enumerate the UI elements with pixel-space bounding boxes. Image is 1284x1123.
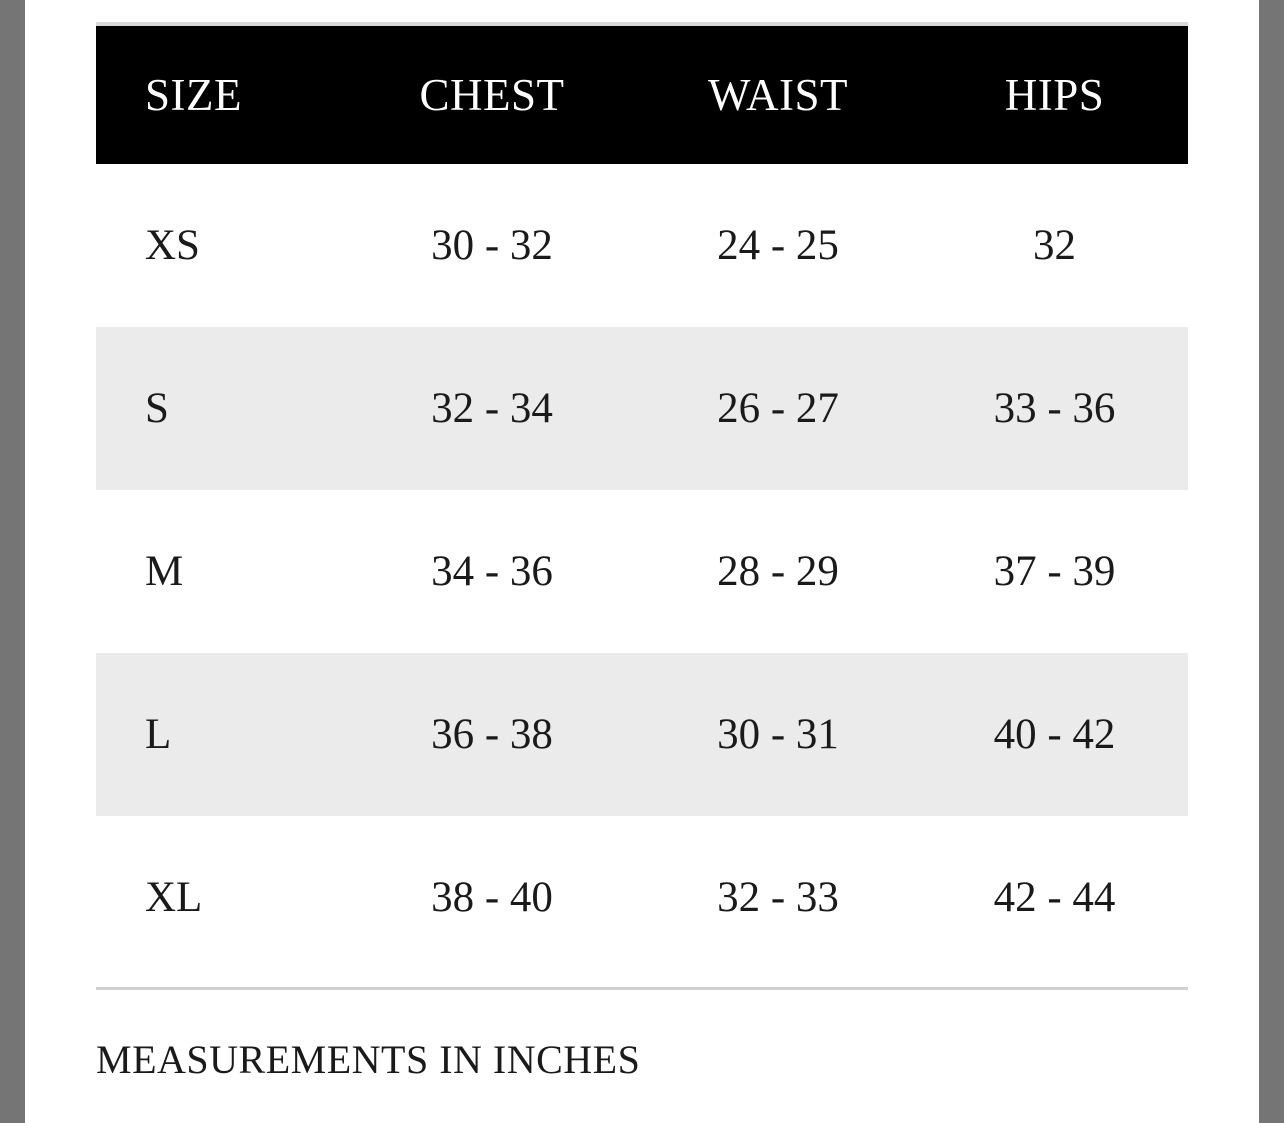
cell-hips: 32	[1033, 222, 1076, 269]
cell-size: XL	[145, 874, 203, 921]
column-header-hips: HIPS	[1004, 69, 1105, 120]
column-header-chest: CHEST	[419, 69, 565, 120]
cell-waist: 32 - 33	[717, 874, 839, 921]
cell-waist: 26 - 27	[717, 385, 839, 432]
table-row: M 34 - 36 28 - 29 37 - 39	[96, 490, 1188, 653]
cell-hips: 42 - 44	[993, 874, 1116, 921]
cell-waist: 28 - 29	[717, 548, 839, 595]
cell-size: M	[145, 548, 184, 595]
cell-size: S	[145, 385, 169, 432]
cell-chest: 30 - 32	[431, 222, 553, 269]
table-row: L 36 - 38 30 - 31 40 - 42	[96, 653, 1188, 816]
cell-waist: 30 - 31	[717, 711, 839, 758]
table-row: XS 30 - 32 24 - 25 32	[96, 164, 1188, 327]
measurements-unit-note: MEASUREMENTS IN INCHES	[96, 1037, 641, 1082]
cell-hips: 33 - 36	[993, 385, 1116, 432]
cell-waist: 24 - 25	[717, 222, 839, 269]
cell-hips: 40 - 42	[993, 711, 1116, 758]
cell-size: L	[145, 711, 172, 758]
cell-chest: 38 - 40	[431, 874, 553, 921]
page-left-edge-band	[0, 0, 25, 1123]
page-canvas: SIZE CHEST WAIST HIPS XS 30 - 32 24 - 25…	[25, 0, 1259, 1123]
size-chart-table: SIZE CHEST WAIST HIPS XS 30 - 32 24 - 25…	[96, 22, 1188, 990]
table-bottom-rule	[96, 987, 1188, 990]
page-right-edge-band	[1259, 0, 1284, 1123]
table-row: S 32 - 34 26 - 27 33 - 36	[96, 327, 1188, 490]
cell-chest: 36 - 38	[431, 711, 553, 758]
cell-hips: 37 - 39	[993, 548, 1116, 595]
table-header-row: SIZE CHEST WAIST HIPS	[96, 26, 1188, 164]
cell-chest: 34 - 36	[431, 548, 553, 595]
cell-chest: 32 - 34	[431, 385, 553, 432]
column-header-waist: WAIST	[708, 69, 848, 120]
table-top-rule	[96, 22, 1188, 26]
column-header-size: SIZE	[145, 69, 242, 120]
table-row: XL 38 - 40 32 - 33 42 - 44	[96, 816, 1188, 979]
cell-size: XS	[145, 222, 200, 269]
